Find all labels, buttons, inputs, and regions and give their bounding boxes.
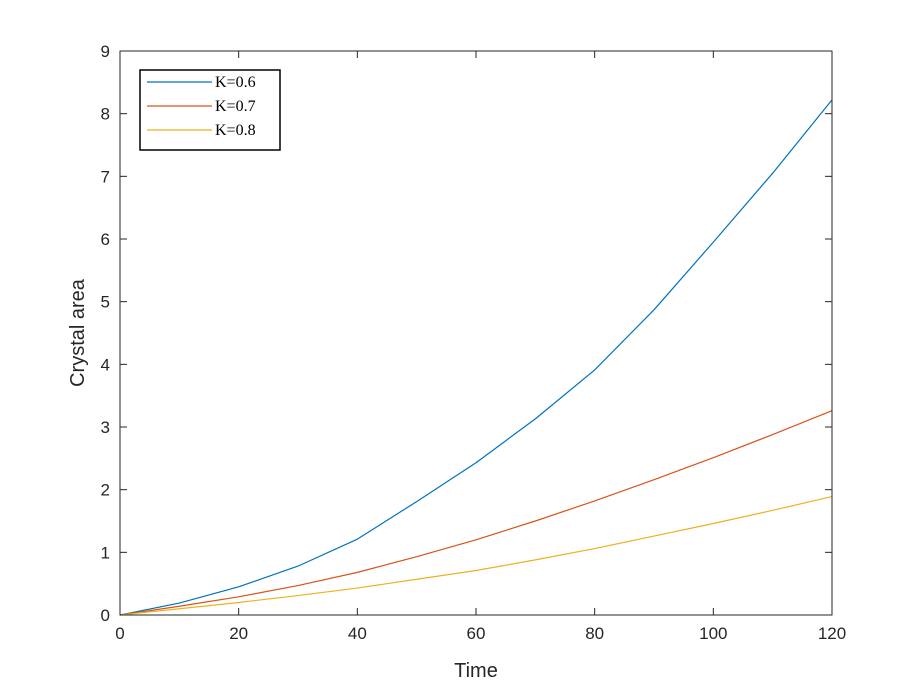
y-tick-label: 7 (101, 167, 110, 186)
x-tick-label: 0 (115, 624, 124, 643)
y-tick-label: 6 (101, 230, 110, 249)
series-line-3 (119, 495, 833, 616)
x-tick-label: 60 (467, 624, 486, 643)
y-tick-label: 2 (101, 481, 110, 500)
y-tick-label: 0 (101, 606, 110, 625)
legend-label-3: K=0.8 (215, 122, 256, 139)
y-tick-label: 1 (101, 543, 110, 562)
legend-label-2: K=0.7 (215, 98, 256, 115)
y-tick-label: 4 (101, 355, 110, 374)
x-axis-label: Time (454, 660, 498, 682)
x-tick-label: 120 (818, 624, 846, 643)
x-tick-label: 20 (229, 624, 248, 643)
y-tick-label: 8 (101, 105, 110, 124)
y-axis-label: Crystal area (67, 278, 89, 387)
x-tick-label: 100 (699, 624, 727, 643)
series-layer (119, 99, 833, 616)
x-tick-label: 40 (348, 624, 367, 643)
legend-box (139, 69, 281, 151)
ticks-layer: 0 20 40 60 80 100 120 0 1 2 3 4 5 6 7 8 9 (101, 42, 847, 643)
legend: K=0.6 K=0.7 K=0.8 (139, 69, 281, 151)
legend-items: K=0.6 K=0.7 K=0.8 (147, 74, 256, 139)
y-tick-label: 3 (101, 418, 110, 437)
legend-label-1: K=0.6 (215, 74, 256, 91)
y-tick-label: 5 (101, 293, 110, 312)
y-tick-label: 9 (101, 42, 110, 61)
series-line-2 (119, 410, 833, 616)
x-tick-label: 80 (585, 624, 604, 643)
series-line-1 (119, 99, 833, 616)
